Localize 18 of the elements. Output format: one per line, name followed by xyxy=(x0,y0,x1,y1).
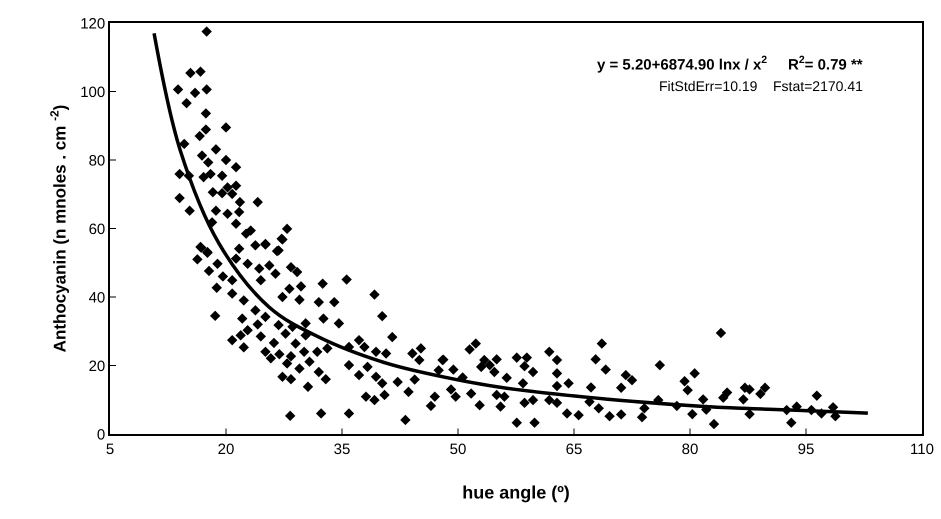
x-tick-label: 110 xyxy=(910,440,934,458)
y-tick-label: 80 xyxy=(88,152,106,170)
annotation: FitStdErr=10.19 Fstat=2170.41 xyxy=(659,78,864,94)
y-tick-label: 20 xyxy=(88,358,106,375)
x-tick-label: 5 xyxy=(106,440,114,458)
x-tick-label: 95 xyxy=(798,440,814,458)
x-tick-label: 50 xyxy=(450,440,466,458)
x-tick-label: 80 xyxy=(682,440,698,458)
y-tick-label: 60 xyxy=(88,220,106,238)
x-axis-title: hue angle (º) xyxy=(462,482,570,502)
y-tick-label: 100 xyxy=(80,84,106,101)
y-tick-label: 120 xyxy=(80,15,106,32)
y-tick-label: 0 xyxy=(96,426,106,444)
x-tick-label: 20 xyxy=(218,440,234,458)
y-tick-label: 40 xyxy=(88,289,106,306)
x-tick-label: 65 xyxy=(566,440,582,458)
x-tick-label: 35 xyxy=(334,440,350,458)
text: y = 5.20+6874.90 lnx / x$^{2}$ R$^{2}$= 0.79 ** xyxy=(597,54,863,74)
